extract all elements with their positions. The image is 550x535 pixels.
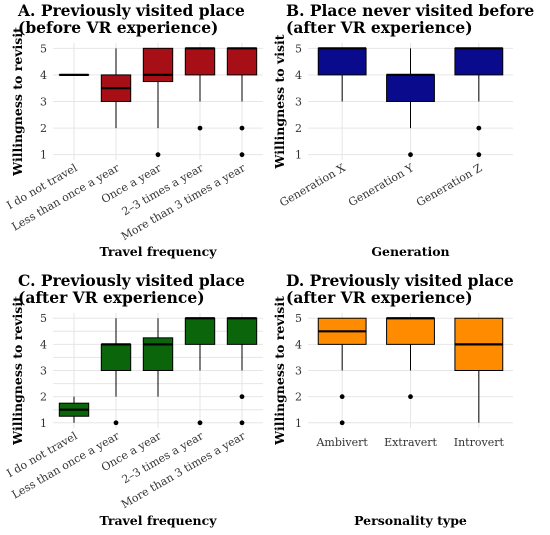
panel-b-xlabel: Generation (371, 244, 449, 259)
panel-d-box-group (454, 317, 504, 423)
panel-d-category-label: Ambivert (315, 436, 368, 449)
panel-c: C. Previously visited place(after VR exp… (4, 271, 263, 528)
panel-d-ytick-label: 5 (295, 312, 302, 325)
panel-a-box-group (142, 47, 174, 158)
panel-c-ytick-label: 5 (40, 312, 47, 325)
panel-b-category-label: Generation Z (414, 161, 484, 209)
panel-c-title-line: C. Previously visited place (18, 271, 245, 290)
panel-c-ylabel: Willingness to revisit (10, 296, 25, 446)
panel-b-box (317, 47, 367, 76)
panel-a-outlier-point (155, 152, 161, 158)
panel-b-box-group (386, 48, 435, 158)
panel-d-box (386, 317, 435, 345)
panel-b-category-label: Generation X (277, 161, 347, 209)
panel-a-ytick-label: 1 (40, 149, 47, 162)
panel-a-outlier-point (197, 125, 203, 131)
panel-a-ylabel: Willingness to revisit (10, 27, 25, 177)
panel-a-box-group (100, 48, 132, 129)
panel-d-ylabel: Willingness to revisit (272, 296, 287, 446)
panel-c-outlier-point (239, 420, 245, 426)
panel-a-outlier-point (239, 125, 245, 131)
panel-d: D. Previously visited place(after VR exp… (272, 271, 514, 528)
panel-b-ytick-label: 3 (295, 96, 302, 109)
panel-a-box (226, 47, 258, 76)
panel-d-category-label: Introvert (454, 436, 505, 449)
panel-c-outlier-point (113, 420, 119, 426)
panel-c-box (184, 317, 216, 345)
panel-b-ytick-label: 2 (295, 122, 302, 135)
panel-c-ytick-label: 1 (40, 417, 47, 430)
panel-a-title-line: (before VR experience) (18, 18, 218, 37)
panel-c-outlier-point (197, 420, 203, 426)
panel-c-xlabel: Travel frequency (99, 513, 217, 528)
panel-a-ytick-label: 4 (40, 69, 47, 82)
panel-d-box-group (386, 317, 435, 400)
panel-c-box-group (142, 318, 174, 397)
panel-a-ytick-label: 2 (40, 122, 47, 135)
panel-b-title-line: B. Place never visited before (286, 1, 534, 20)
panel-c-box-group (100, 318, 132, 426)
panel-d-title-line: (after VR experience) (286, 288, 473, 307)
panel-a-box-group (226, 47, 258, 158)
panel-c-box (100, 343, 132, 372)
panel-a-ytick-label: 5 (40, 42, 47, 55)
panel-d-ytick-label: 1 (295, 417, 302, 430)
panel-d-ytick-label: 2 (295, 391, 302, 404)
panel-b-box-group (454, 47, 504, 158)
panel-d-outlier-point (339, 394, 345, 400)
panel-d-ytick-label: 4 (295, 338, 302, 351)
panel-b-box (386, 74, 435, 102)
panel-a-box-group (184, 47, 216, 131)
panel-b-ytick-label: 1 (295, 149, 302, 162)
panel-b-ytick-label: 5 (295, 42, 302, 55)
panel-d-outlier-point (408, 394, 413, 400)
panel-a-box (142, 47, 174, 83)
panel-c-title-line: (after VR experience) (18, 288, 205, 307)
panel-c-outlier-point (239, 394, 245, 400)
panel-d-title-line: D. Previously visited place (286, 271, 514, 290)
panel-b-outlier-point (476, 152, 482, 158)
panel-c-ytick-label: 4 (40, 338, 47, 351)
panel-d-xlabel: Personality type (354, 513, 467, 528)
panel-c-box-group (58, 396, 90, 423)
panel-a-box (184, 47, 216, 76)
panel-b-box (454, 47, 504, 76)
panel-b-box-group (317, 47, 367, 102)
panel-d-outlier-point (339, 420, 345, 426)
panel-b-outlier-point (408, 152, 413, 158)
panel-c-ytick-label: 2 (40, 391, 47, 404)
panel-c-box (142, 337, 174, 372)
panel-b-ylabel: Willingness to visit (272, 34, 287, 169)
panel-d-box-group (317, 317, 367, 426)
panel-b-ytick-label: 4 (295, 69, 302, 82)
panel-d-category-label: Extravert (384, 436, 437, 449)
panel-b-category-label: Generation Y (346, 161, 416, 209)
panel-c-box (226, 317, 258, 345)
panel-a-title-line: A. Previously visited place (17, 1, 245, 20)
panel-d-ytick-label: 3 (295, 365, 302, 378)
panel-c-ytick-label: 3 (40, 365, 47, 378)
panel-a: A. Previously visited place(before VR ex… (4, 1, 263, 259)
panel-a-xlabel: Travel frequency (99, 244, 217, 259)
panel-a-outlier-point (239, 152, 245, 158)
panel-a-ytick-label: 3 (40, 96, 47, 109)
panel-b-title-line: (after VR experience) (286, 18, 473, 37)
panel-c-box-group (226, 317, 258, 426)
panel-c-box-group (184, 317, 216, 426)
panel-b-outlier-point (476, 125, 482, 131)
panel-b: B. Place never visited before(after VR e… (272, 1, 534, 259)
